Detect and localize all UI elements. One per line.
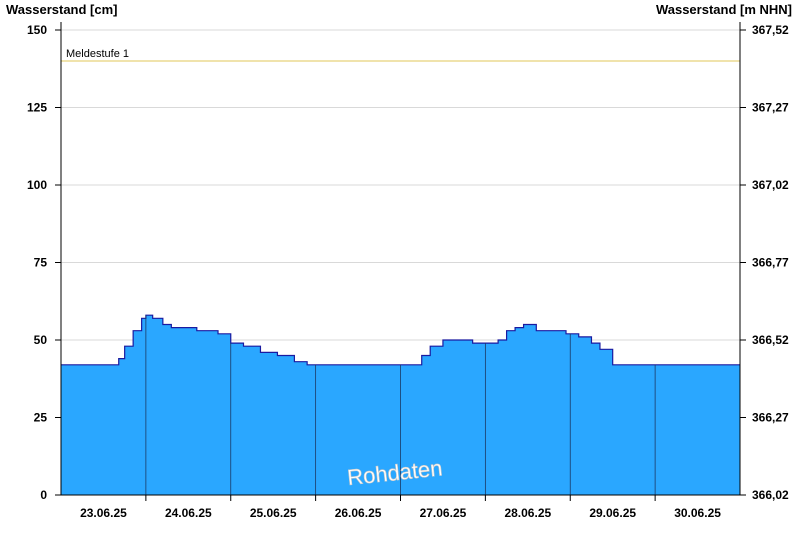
left-tick-label: 100 [27, 178, 47, 192]
x-tick-label: 26.06.25 [335, 506, 382, 520]
day-separators [145, 315, 656, 495]
threshold-label: Meldestufe 1 [66, 48, 129, 60]
left-y-axis: 0 25 50 75 100 125 150 [27, 23, 61, 502]
right-tick-label: 366,52 [752, 333, 789, 347]
right-tick-label: 367,52 [752, 23, 789, 37]
right-tick-label: 366,77 [752, 256, 789, 270]
left-tick-label: 0 [40, 488, 47, 502]
x-axis: 23.06.25 24.06.25 25.06.25 26.06.25 27.06.25… [80, 495, 721, 520]
left-axis-title: Wasserstand [cm] [6, 2, 118, 17]
right-tick-label: 367,27 [752, 101, 789, 115]
left-tick-label: 125 [27, 101, 47, 115]
left-tick-label: 50 [34, 333, 48, 347]
x-tick-label: 24.06.25 [165, 506, 212, 520]
x-tick-label: 30.06.25 [674, 506, 721, 520]
left-tick-label: 75 [34, 256, 48, 270]
left-tick-label: 25 [34, 411, 48, 425]
right-y-axis: 366,02 366,27 366,52 366,77 367,02 367,27 367,… [740, 23, 789, 502]
right-tick-label: 367,02 [752, 178, 789, 192]
x-tick-label: 27.06.25 [420, 506, 467, 520]
x-tick-label: 23.06.25 [80, 506, 127, 520]
x-tick-label: 28.06.25 [504, 506, 551, 520]
threshold-marker: Meldestufe 1 [61, 48, 740, 62]
right-axis-title: Wasserstand [m NHN] [656, 2, 792, 17]
x-tick-label: 25.06.25 [250, 506, 297, 520]
series-line [61, 314, 740, 366]
left-tick-label: 150 [27, 23, 47, 37]
right-tick-label: 366,02 [752, 488, 789, 502]
right-tick-label: 366,27 [752, 411, 789, 425]
x-tick-label: 29.06.25 [589, 506, 636, 520]
